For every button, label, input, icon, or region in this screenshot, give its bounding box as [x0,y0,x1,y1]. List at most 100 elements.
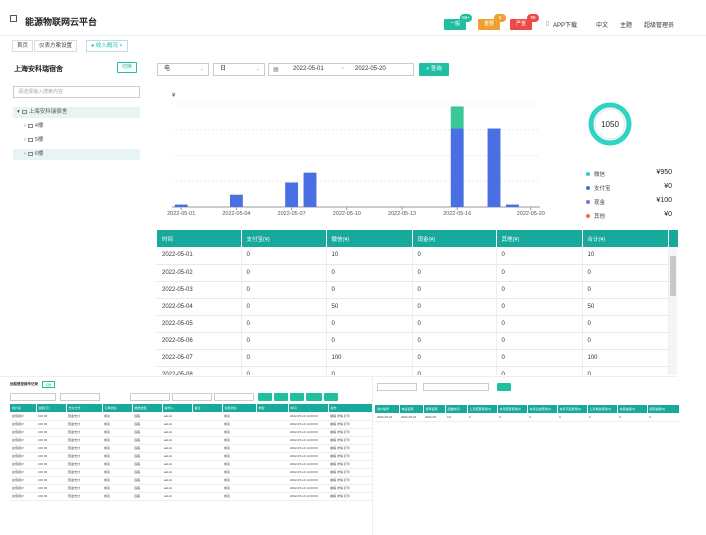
column-header[interactable]: 上月结算费用(¥) [467,405,498,413]
tree-node-root[interactable]: ▾ 上海安科瑞宿舍 [13,107,140,118]
column-header[interactable]: 用户名 [10,404,37,412]
panel-export-button[interactable] [290,393,304,401]
row-actions[interactable]: 撤销 详情 打印 [328,468,372,477]
expand-icon[interactable]: › [24,151,26,157]
date-range-picker[interactable]: ▦ 2022-05-01 ~ 2022-05-20 [268,63,414,76]
column-header[interactable]: 其他(¥) [496,230,583,247]
app-download-link[interactable]: APP下载 [553,23,578,29]
row-actions[interactable]: 撤销 详情 打印 [328,492,372,501]
table-cell: 成功 [222,420,256,429]
user-link[interactable]: 超级管理员 [644,23,675,29]
column-header[interactable]: 费率名称 [423,405,446,413]
column-header[interactable]: 支付方式 [66,404,103,412]
table-scroll-thumb[interactable] [670,256,676,296]
language-link[interactable]: 中文 [596,23,609,29]
panel-print-button[interactable] [306,393,322,401]
table-scrollbar[interactable] [669,247,677,375]
alarm-severe-button[interactable]: 严重 [510,19,533,30]
menu-toggle-icon[interactable] [10,15,17,22]
legend-item[interactable]: 现金 [586,198,605,206]
table-cell: 0 [496,264,583,282]
theme-link[interactable]: 主题 [620,23,633,29]
column-header[interactable]: 本月结算费用(¥) [497,405,528,413]
tab-income-overview[interactable]: ● 收入概况 × [86,40,128,52]
column-header[interactable]: 时间 [288,404,329,412]
row-actions[interactable]: 撤销 详情 打印 [328,460,372,469]
column-header[interactable]: 备注 [192,404,223,412]
tree-node-4f[interactable]: › 4楼 [13,121,140,132]
y-axis-label: ¥ [172,93,176,99]
end-date[interactable]: 2022-05-20 [355,66,386,72]
row-actions[interactable]: 撤销 详情 打印 [328,412,372,421]
energy-type-select[interactable]: 电 ⌄ [157,63,209,76]
tree-node-5f[interactable]: › 5楼 [13,135,140,146]
table-row: 充值用户 100.00 现金支付 成功 远程 admin 成功 2022-05-14 14:0… [10,420,372,429]
collapse-icon[interactable]: ▾ [17,109,20,115]
br-query-button[interactable] [497,383,511,391]
column-header[interactable]: 结转金额(¥) [647,405,680,413]
legend-item[interactable]: 支付宝 [586,184,611,192]
panel-import-button[interactable] [324,393,338,401]
br-meter-select[interactable] [377,383,417,391]
panel-reset-button[interactable] [274,393,288,401]
column-header[interactable]: 本月平段费用(¥) [557,405,588,413]
legend-dot-icon [586,214,590,218]
panel-switch-button[interactable]: 切换 [42,381,55,388]
x-tick-label: 2022-05-16 [443,211,471,217]
column-header[interactable]: 订单状态 [102,404,133,412]
alarm-important-button[interactable]: 重要 [478,19,501,30]
expand-icon[interactable]: › [24,137,26,143]
column-header[interactable]: 缴费类型 [132,404,163,412]
table-cell: 50 [582,298,669,316]
column-header[interactable]: 用户编号 [375,405,400,413]
column-header[interactable]: 电表名称 [399,405,424,413]
close-icon[interactable]: × [117,43,123,49]
column-header[interactable]: 起始时间 [445,405,468,413]
panel-filter-input-1[interactable] [130,393,170,401]
column-header[interactable]: 金额(元) [36,404,67,412]
tree-node-label: 5楼 [34,137,44,143]
table-cell: 0 [582,366,669,375]
row-actions[interactable]: 撤销 详情 打印 [328,476,372,485]
tree-node-6f[interactable]: › 6楼 [13,149,140,160]
panel-start-date-input[interactable] [10,393,56,401]
switch-button[interactable]: 切换 [117,62,137,73]
row-actions[interactable]: 撤销 详情 打印 [328,452,372,461]
panel-filter-input-2[interactable] [172,393,212,401]
column-header[interactable]: 现金(¥) [412,230,497,247]
period-select[interactable]: 日 ⌄ [213,63,265,76]
tab-meter-plan[interactable]: 仪表方案设置 [34,40,78,52]
table-cell: 成功 [222,452,256,461]
column-header[interactable]: 操作人 [162,404,193,412]
column-header[interactable]: 充值金额(¥) [617,405,648,413]
panel-end-date-input[interactable] [60,393,100,401]
column-header[interactable]: 操作 [328,404,373,412]
row-actions[interactable]: 撤销 详情 打印 [328,444,372,453]
panel-search-button[interactable] [258,393,272,401]
expand-icon[interactable]: › [24,123,26,129]
row-actions[interactable]: 撤销 详情 打印 [328,428,372,437]
alarm-normal-button[interactable]: 一般 [444,19,467,30]
legend-item[interactable]: 微信 [586,170,605,178]
br-date-range[interactable] [423,383,489,391]
column-header[interactable]: 上月剩余费用(¥) [587,405,618,413]
query-button[interactable]: ⌕ 查询 [419,63,449,76]
tree-search-input[interactable]: 请选择输入搜索内容 [13,86,140,98]
column-header[interactable]: 时间 [157,230,242,247]
column-header[interactable]: 充值状态 [222,404,257,412]
app-download-icon[interactable]: ▯ [546,21,550,27]
column-header[interactable]: 支付宝(¥) [241,230,327,247]
column-header[interactable]: 本月尖峰费用(¥) [527,405,558,413]
table-cell: 远程 [132,484,162,493]
legend-item[interactable]: 其他 [586,212,605,220]
column-header[interactable]: 合计(¥) [582,230,669,247]
column-header[interactable]: 类型 [256,404,289,412]
table-row: 充值用户 100.00 现金支付 成功 远程 admin 成功 2022-05-14 14:0… [10,428,372,437]
row-actions[interactable]: 撤销 详情 打印 [328,484,372,493]
column-header[interactable]: 微信(¥) [326,230,413,247]
tab-home[interactable]: 首页 [12,40,34,52]
row-actions[interactable]: 撤销 详情 打印 [328,420,372,429]
row-actions[interactable]: 撤销 详情 打印 [328,436,372,445]
panel-filter-input-3[interactable] [214,393,254,401]
start-date[interactable]: 2022-05-01 [293,66,324,72]
